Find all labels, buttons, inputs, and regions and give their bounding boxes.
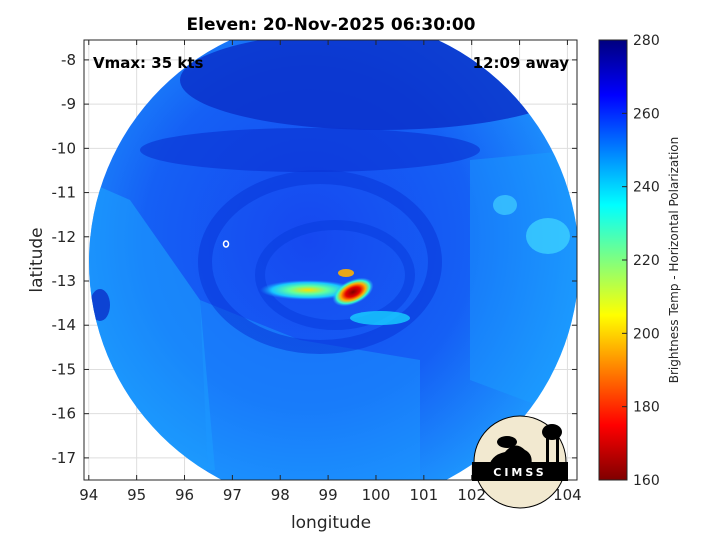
time-away-label: 12:09 away: [473, 54, 570, 72]
x-tick-label: 99: [319, 486, 338, 504]
colorbar-ticks: 280 260 240 220 200 180 160: [622, 33, 660, 489]
y-tick-label: -9: [61, 95, 76, 113]
colorbar-tick-label: 280: [633, 33, 660, 49]
spiral-band-inner: [255, 220, 415, 330]
x-tick-label: 96: [175, 486, 194, 504]
y-tick-label: -16: [52, 405, 77, 423]
y-tick-label: -14: [52, 316, 77, 334]
storm-core: [332, 277, 374, 307]
colorbar-tick-label: 220: [633, 253, 660, 269]
x-axis-label: longitude: [291, 513, 371, 533]
colorbar-tick-label: 200: [633, 326, 660, 342]
swath-light-band-east: [470, 150, 577, 420]
cold-band-north: [140, 128, 480, 172]
axes-frame: [83, 39, 578, 481]
x-tick-label: 98: [271, 486, 290, 504]
swath-light-band-south: [200, 300, 420, 480]
cyan-patch-west: [90, 289, 110, 321]
x-tick-label: 101: [410, 486, 439, 504]
chart-title: Eleven: 20-Nov-2025 06:30:00: [187, 15, 476, 35]
x-tick-label: 100: [362, 486, 391, 504]
colorbar-tick-label: 180: [633, 400, 660, 416]
colorbar-label: Brightness Temp - Horizontal Polarizatio…: [667, 137, 681, 384]
y-tick-label: -8: [61, 51, 76, 69]
y-tick-label: -11: [52, 184, 77, 202]
y-tick-label: -10: [52, 139, 77, 157]
cimss-logo-text: CIMSS: [493, 466, 546, 479]
x-tick-label: 104: [553, 486, 582, 504]
vmax-label: Vmax: 35 kts: [93, 54, 203, 72]
colorbar-tick-label: 260: [633, 106, 660, 122]
x-tick-label: 102: [457, 486, 486, 504]
y-axis-label: latitude: [27, 227, 47, 292]
y-tick-label: -13: [52, 272, 77, 290]
secondary-core: [338, 269, 354, 277]
x-tick-label: 95: [127, 486, 146, 504]
y-tick-label: -12: [52, 228, 77, 246]
brightness-temp-image: [89, 40, 577, 480]
spiral-band-outer: [198, 170, 442, 354]
rain-band: [260, 280, 356, 300]
x-tick-label: 94: [79, 486, 98, 504]
y-axis-ticks: -8 -9 -10 -11 -12 -13 -14 -15 -16 -17: [52, 51, 577, 467]
cimss-logo: CIMSS: [472, 415, 568, 509]
x-tick-label: 97: [223, 486, 242, 504]
rain-band-tail: [350, 311, 410, 325]
y-tick-label: -15: [52, 360, 77, 378]
colorbar-tick-label: 160: [633, 473, 660, 489]
y-tick-label: -17: [52, 449, 77, 467]
cyan-patch-east-2: [493, 195, 517, 215]
cyan-patch-east-1: [526, 218, 570, 254]
island-outline: [222, 240, 230, 248]
colorbar-tick-label: 240: [633, 180, 660, 196]
